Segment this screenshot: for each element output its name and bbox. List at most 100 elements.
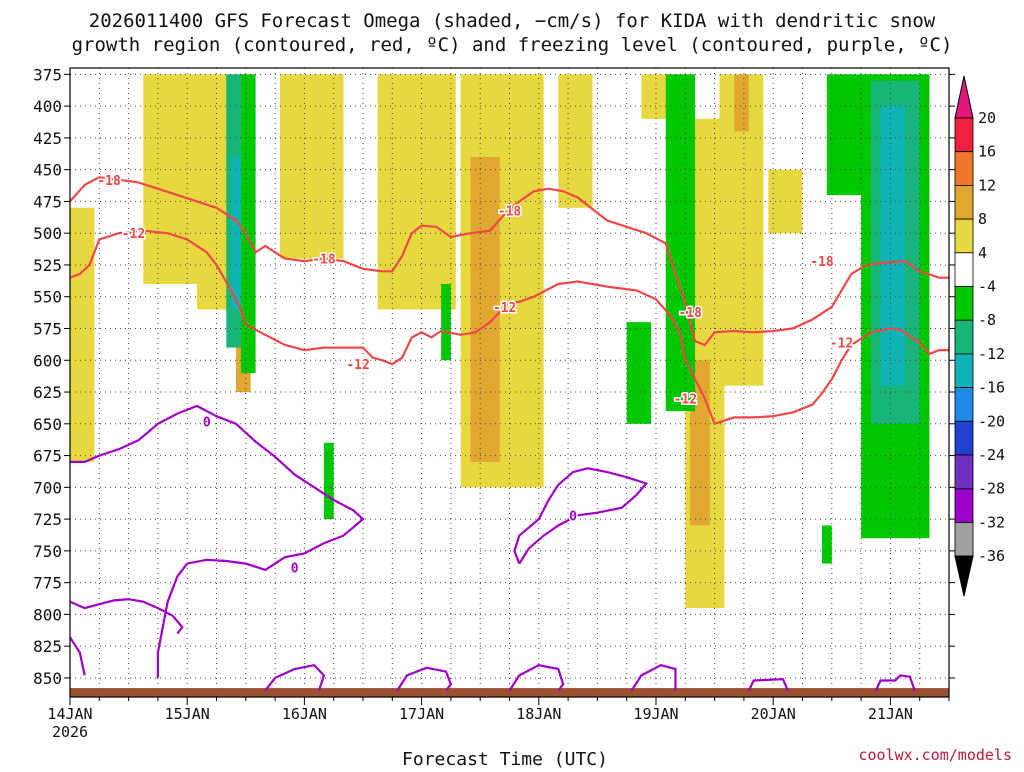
- y-tick-label-425: 425: [33, 129, 62, 148]
- freezing-level-0-b: [513, 467, 649, 565]
- colorbar-segment-1: [954, 151, 974, 186]
- y-tick-label-550: 550: [33, 288, 62, 307]
- credit-text: coolwx.com/models: [858, 746, 1012, 764]
- y-tick-label-700: 700: [33, 478, 62, 497]
- colorbar-label-12: -32: [978, 513, 1005, 531]
- isotherm-minus18-label-1: -18: [312, 253, 336, 268]
- omega-cyan-2: [880, 106, 906, 386]
- colorbar-bottom-arrow: [954, 555, 974, 597]
- omega-yellow-7: [558, 74, 593, 208]
- y-tick-label-675: 675: [33, 447, 62, 466]
- colorbar-label-3: 8: [978, 210, 987, 228]
- y-tick-label-650: 650: [33, 415, 62, 434]
- omega-yellow-1: [70, 207, 95, 462]
- colorbar-label-1: 16: [978, 143, 996, 161]
- colorbar-segment-10: [954, 454, 974, 490]
- colorbar-segment-5: [954, 286, 974, 321]
- terrain-strip: [70, 688, 949, 697]
- x-tick-label-15JAN: 15JAN: [165, 705, 210, 723]
- freezing-level-0-d: [70, 636, 86, 676]
- colorbar-label-10: -24: [978, 446, 1005, 464]
- colorbar-label-9: -20: [978, 412, 1005, 430]
- freezing-level-0-a: [70, 404, 365, 678]
- y-tick-label-375: 375: [33, 65, 62, 84]
- colorbar-label-11: -28: [978, 480, 1005, 498]
- isotherm-minus18-label-0: -18: [97, 174, 121, 189]
- colorbar-segment-3: [954, 218, 974, 254]
- colorbar-top-arrow: [954, 75, 974, 119]
- chart-title-line-1: 2026011400 GFS Forecast Omega (shaded, −…: [89, 10, 936, 32]
- isotherm-minus18-label-3: -18: [678, 306, 702, 321]
- colorbar-segment-6: [954, 319, 974, 355]
- contours: -18 -18 -18 -18 -18 -12 -12 -12 -12 -12 0 0 0: [70, 172, 949, 692]
- colorbar-segment-12: [954, 522, 974, 557]
- isotherm-minus12-label-0: -12: [122, 227, 145, 242]
- colorbar: 20 16 12 8 4 -4 -8 -12 -16 -20 -24 -28 -32 -36: [954, 75, 1005, 597]
- colorbar-segment-11: [954, 488, 974, 523]
- y-tick-label-450: 450: [33, 161, 62, 180]
- omega-green-3: [441, 284, 451, 361]
- omega-orange-4: [734, 74, 749, 132]
- x-tick-label-16JAN: 16JAN: [282, 705, 327, 723]
- isotherm-minus12-label-2: -12: [493, 301, 516, 316]
- freezing-level-0-c: [70, 598, 184, 635]
- chart-title-line-2: growth region (contoured, red, ºC) and f…: [72, 34, 953, 56]
- colorbar-segment-0: [954, 117, 974, 153]
- omega-green-5: [665, 74, 696, 412]
- y-tick-label-600: 600: [33, 351, 62, 370]
- omega-green-2: [323, 442, 334, 520]
- colorbar-segment-9: [954, 420, 974, 456]
- omega-green-4: [626, 322, 652, 424]
- plot-area: [70, 74, 930, 609]
- y-tick-label-850: 850: [33, 669, 62, 688]
- isotherm-minus12-label-1: -12: [346, 358, 369, 373]
- y-tick-label-825: 825: [33, 637, 62, 656]
- y-tick-label-625: 625: [33, 383, 62, 402]
- colorbar-label-13: -36: [978, 547, 1005, 565]
- x-tick-label-18JAN: 18JAN: [516, 705, 561, 723]
- freezing-level-0-bump-5: [747, 678, 789, 692]
- y-tick-label-525: 525: [33, 256, 62, 275]
- omega-yellow-8: [641, 74, 671, 119]
- y-tick-label-400: 400: [33, 97, 62, 116]
- x-tick-label-19JAN: 19JAN: [633, 705, 678, 723]
- freezing-level-0-bump-3: [508, 664, 565, 692]
- isotherm-minus18: [70, 176, 949, 347]
- isotherm-minus12-label-4: -12: [830, 336, 853, 351]
- y-tick-label-800: 800: [33, 605, 62, 624]
- omega-orange-2: [470, 156, 500, 462]
- colorbar-label-8: -16: [978, 379, 1005, 397]
- freezing-level-0-bump-1: [264, 664, 326, 692]
- omega-yellow-4: [279, 74, 344, 259]
- y-tick-label-775: 775: [33, 574, 62, 593]
- x-tick-label-17JAN: 17JAN: [399, 705, 444, 723]
- freezing-level-0-bump-4: [630, 664, 677, 692]
- colorbar-segment-7: [954, 353, 974, 388]
- x-tick-sublabel-14JAN: 2026: [52, 723, 88, 741]
- omega-yellow-5: [377, 74, 456, 310]
- colorbar-label-6: -8: [978, 311, 996, 329]
- freezing-level-0-bump-6: [874, 674, 916, 692]
- colorbar-label-0: 20: [978, 109, 996, 127]
- x-tick-label-21JAN: 21JAN: [868, 705, 913, 723]
- isotherm-minus18-label-2: -18: [498, 204, 522, 219]
- x-tick-label-20JAN: 20JAN: [751, 705, 796, 723]
- y-tick-label-750: 750: [33, 542, 62, 561]
- terrain-fill: [70, 688, 949, 697]
- colorbar-label-4: 4: [978, 244, 987, 262]
- freezing-level-0-b-label-0: 0: [569, 509, 577, 524]
- y-tick-label-500: 500: [33, 224, 62, 243]
- omega-green-1: [240, 74, 256, 373]
- axes: 375 400 425 450 475 500 525 550 575 600 625 650 675 7…: [33, 65, 955, 741]
- freezing-level-0-a-label-0: 0: [203, 415, 211, 430]
- omega-cyan-1: [231, 156, 241, 310]
- colorbar-segment-8: [954, 387, 974, 422]
- freezing-level-0-bump-2: [396, 666, 453, 692]
- y-tick-label-725: 725: [33, 510, 62, 529]
- colorbar-label-5: -4: [978, 278, 996, 296]
- y-tick-label-575: 575: [33, 319, 62, 338]
- colorbar-segment-4: [954, 252, 974, 287]
- x-tick-label-14JAN: 14JAN: [47, 705, 92, 723]
- isotherm-minus12-label-3: -12: [674, 392, 697, 407]
